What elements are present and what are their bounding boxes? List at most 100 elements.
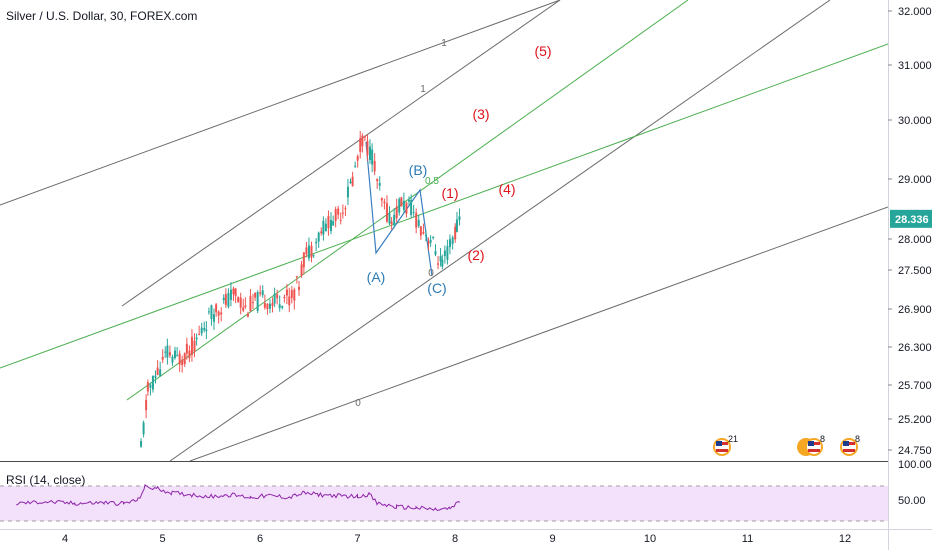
candle-body: [185, 343, 188, 354]
price-tick-label: 29.000: [898, 174, 932, 186]
candle-body: [385, 203, 388, 222]
candle-body: [234, 288, 237, 297]
candle-body: [317, 232, 320, 242]
candle-body: [320, 231, 323, 234]
flag-stripe: [843, 449, 855, 452]
time-tick-label: 4: [62, 533, 68, 545]
candle-body: [361, 135, 364, 147]
candle-body: [443, 250, 446, 257]
event-badge-count: 21: [728, 434, 738, 444]
candle-body: [424, 234, 427, 237]
time-tick-label: 9: [549, 533, 555, 545]
candle-body: [415, 212, 418, 228]
candle-body: [237, 297, 240, 303]
candle-body: [334, 209, 337, 221]
chart-title: Silver / U.S. Dollar, 30, FOREX.com: [6, 9, 198, 23]
candle-body: [439, 256, 442, 262]
candle-body: [156, 367, 159, 375]
candle-body: [224, 294, 227, 305]
wave-1-label: (1): [441, 185, 458, 201]
candle-body: [454, 226, 457, 240]
candle-body: [371, 149, 374, 165]
rsi-layer: [0, 484, 888, 522]
candle-body: [254, 292, 257, 298]
candle-body: [215, 304, 218, 313]
time-tick-label: 10: [644, 533, 656, 545]
candle-body: [198, 333, 201, 335]
candle-body: [410, 199, 413, 215]
candle-body: [239, 297, 242, 308]
candle-body: [193, 340, 196, 352]
candle-body: [246, 313, 249, 317]
wave-5-label: (5): [534, 43, 551, 59]
candle-body: [166, 345, 169, 358]
price-tick-label: 31.000: [898, 60, 932, 72]
candle-body: [366, 140, 369, 156]
candle-body: [183, 353, 186, 365]
candle-body: [307, 245, 310, 259]
candle-body: [259, 292, 262, 294]
candle-body: [188, 350, 191, 359]
candle-body: [249, 295, 252, 312]
candle-body: [168, 352, 171, 356]
candle-body: [346, 186, 349, 198]
channel-lower-line: [169, 0, 831, 461]
event-badge-count: 8: [820, 434, 825, 444]
candle-body: [451, 237, 454, 244]
candle-body: [441, 259, 444, 267]
rsi-line: [16, 484, 460, 512]
candle-body: [242, 307, 245, 311]
time-tick-label: 12: [839, 533, 851, 545]
candle-body: [380, 198, 383, 201]
candle-body: [429, 239, 432, 243]
candle-body: [295, 276, 298, 278]
candle-body: [227, 293, 230, 307]
wave-3-label: (3): [472, 106, 489, 122]
candle-body: [363, 136, 366, 138]
candle-body: [283, 296, 286, 299]
price-tick-label: 28.000: [898, 234, 932, 246]
candle-body: [229, 289, 232, 300]
candle-body: [412, 211, 415, 213]
candle-body: [407, 199, 410, 202]
candle-body: [244, 305, 247, 307]
candle-body: [359, 138, 362, 152]
price-tick-label: 25.200: [898, 414, 932, 426]
candle-body: [212, 314, 215, 322]
candle-body: [337, 208, 340, 215]
price-tick-label: 25.700: [898, 380, 932, 392]
candle-body: [266, 303, 269, 310]
candle-body: [151, 375, 154, 390]
channel-middle-line: [121, 0, 561, 307]
candle-body: [400, 197, 403, 207]
candle-body: [145, 400, 148, 411]
candle-body: [268, 303, 271, 309]
time-tick-label: 8: [452, 533, 458, 545]
candle-body: [455, 219, 458, 232]
candle-body: [341, 212, 344, 214]
candle-body: [332, 221, 335, 226]
candle-body: [176, 355, 179, 357]
candle-body: [417, 219, 420, 227]
wave-b-label: (B): [409, 162, 428, 178]
rsi-axis-label-50: 50.00: [898, 495, 926, 507]
candle-body: [173, 350, 176, 359]
time-tick-label: 5: [159, 533, 165, 545]
candle-body: [349, 181, 352, 184]
candle-body: [393, 214, 396, 225]
candle-body: [339, 219, 342, 221]
candle-body: [293, 289, 296, 301]
fib-0-label-base: 0: [355, 398, 361, 409]
fib-0.5-label: 0.5: [425, 176, 439, 187]
candle-body: [171, 356, 174, 363]
candle-body: [203, 328, 206, 331]
candle-body: [195, 337, 198, 340]
channel-base-line: [189, 206, 888, 461]
candle-body: [388, 213, 391, 224]
candle-body: [305, 247, 308, 255]
flag-canton: [716, 441, 722, 446]
candle-body: [300, 264, 303, 276]
flag-stripe: [808, 449, 820, 452]
